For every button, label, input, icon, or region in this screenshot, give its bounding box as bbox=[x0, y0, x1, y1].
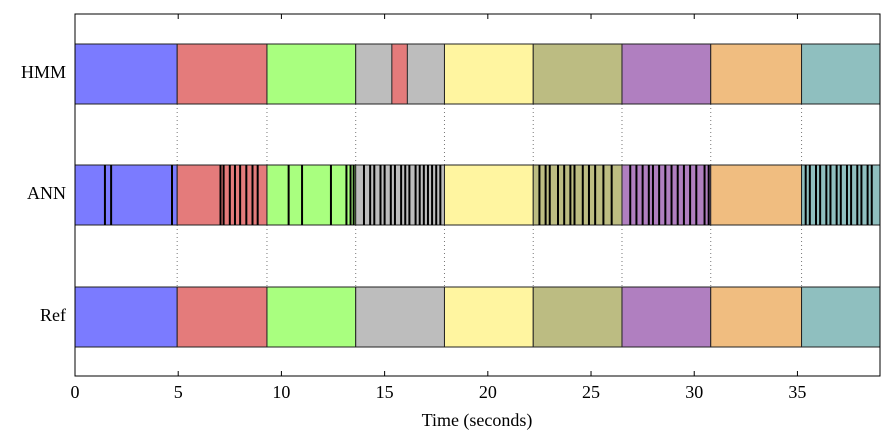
segment bbox=[177, 287, 267, 347]
segment bbox=[533, 44, 622, 104]
segment bbox=[802, 287, 880, 347]
segment bbox=[444, 165, 533, 225]
segment bbox=[622, 165, 711, 225]
segment bbox=[267, 287, 356, 347]
segment bbox=[444, 287, 533, 347]
segment bbox=[75, 44, 177, 104]
x-tick-label: 35 bbox=[788, 382, 806, 402]
x-tick-label: 0 bbox=[71, 382, 80, 402]
segment bbox=[75, 287, 177, 347]
x-axis-label: Time (seconds) bbox=[422, 410, 533, 431]
segment bbox=[177, 44, 267, 104]
segment bbox=[802, 44, 880, 104]
segment bbox=[622, 44, 711, 104]
segment bbox=[533, 287, 622, 347]
row-label: ANN bbox=[27, 183, 66, 203]
row-label: Ref bbox=[40, 305, 66, 325]
x-tick-label: 5 bbox=[174, 382, 183, 402]
x-tick-label: 25 bbox=[582, 382, 600, 402]
segment bbox=[711, 165, 802, 225]
x-tick-label: 10 bbox=[272, 382, 290, 402]
segment bbox=[622, 287, 711, 347]
row-label: HMM bbox=[21, 62, 66, 82]
segment bbox=[444, 44, 533, 104]
segment bbox=[711, 287, 802, 347]
segment bbox=[75, 165, 177, 225]
segment bbox=[356, 287, 445, 347]
segment bbox=[711, 44, 802, 104]
insert-segment bbox=[392, 44, 407, 104]
x-tick-label: 20 bbox=[479, 382, 497, 402]
segment bbox=[267, 165, 356, 225]
chart: Time (seconds) HMM ANN Ref 0 5 10 15 20 25 30 35 bbox=[0, 0, 881, 435]
segment bbox=[267, 44, 356, 104]
x-tick-label: 30 bbox=[685, 382, 703, 402]
x-tick-label: 15 bbox=[376, 382, 394, 402]
